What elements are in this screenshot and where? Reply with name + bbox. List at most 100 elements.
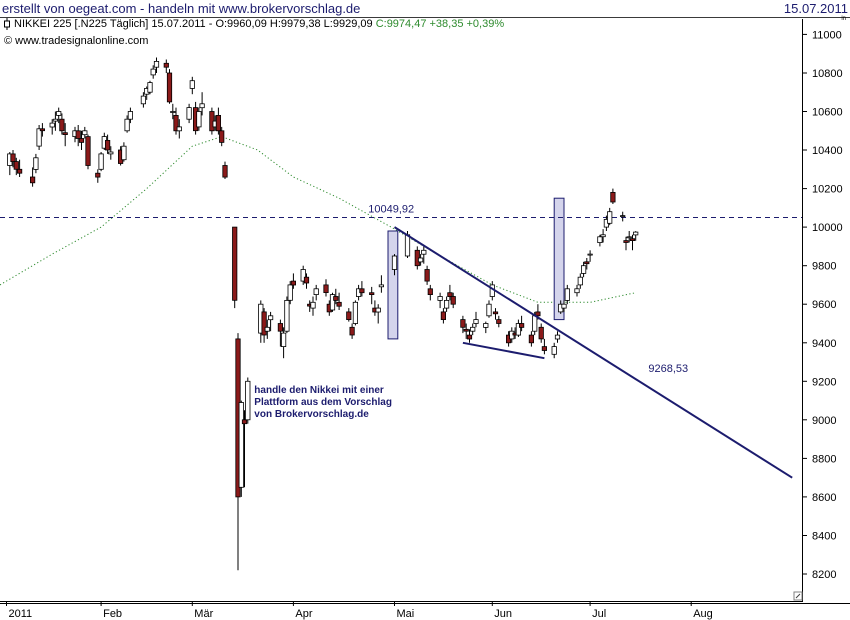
candle-body [463,328,469,332]
candle-body [127,111,133,120]
candle-body [196,111,202,128]
candle-body [466,334,473,340]
candle [421,246,427,264]
candle-body [16,168,23,174]
y-tick-label: 8800 [812,453,836,465]
x-tick-label: Mai [397,608,415,620]
candle-body [124,118,130,132]
candle-body [336,301,342,307]
candle-body [241,419,248,425]
candle [310,296,316,316]
candle [597,234,603,247]
candle [166,69,173,104]
x-tick-label: 2011 [9,608,33,620]
candle-body [329,294,336,311]
candle [378,275,385,293]
candle-body [375,307,381,313]
candle [16,159,23,177]
candle [82,126,88,139]
y-tick-label: 11000 [812,29,842,41]
candle-body [597,236,603,244]
candle [290,273,297,289]
candle-body [245,380,251,421]
candle-body [238,402,244,488]
candle [176,119,182,139]
candle-body [176,126,182,132]
resistance-label: 10049,92 [368,204,414,216]
candle-body [496,319,502,324]
candle-body [49,122,55,128]
candle-body [153,61,160,68]
header-date: 15.07.2011 [784,1,848,16]
candle [29,167,36,187]
candle-body [519,323,525,328]
candle [623,236,629,251]
y-tick-label: 10400 [812,145,843,157]
candle-body [561,303,567,309]
candle-body [483,323,489,328]
moving-average-line [0,136,636,303]
moving-average-layer [0,136,636,303]
candle [333,288,339,305]
candle-body [587,253,593,256]
candle-body [277,323,284,332]
highlight-box-layer [387,197,565,340]
annotation-text: handle den Nikkei mit einer Plattform aus… [254,385,392,420]
candle-body [447,292,453,298]
candle [417,254,424,266]
candle [52,111,59,131]
candle-body [584,261,590,265]
candle-body [528,334,535,344]
candle [264,319,270,339]
annotation-line: Plattform aus dem Vorschlag [254,397,392,408]
candle [577,273,583,289]
candle-body [39,128,46,132]
y-tick-label: 10200 [812,184,843,196]
candle [541,338,548,355]
candle-body [10,153,16,162]
candle [561,300,567,312]
x-tick-label: Apr [295,608,312,620]
candle-body [554,334,561,340]
candle [515,319,522,337]
instrument-date: 15.07.2011 [151,18,205,30]
candle [375,304,381,324]
candle-body [166,72,173,103]
candle [427,284,433,301]
candle-body [535,311,541,317]
y-tick-label: 9000 [812,415,836,427]
candle [121,142,127,162]
candle [56,107,62,124]
candle [607,207,613,226]
copyright: © www.tradesignalonline.com [4,35,148,47]
candle [336,292,342,310]
scroll-handle-icon[interactable] [793,591,803,601]
candle [189,76,195,95]
candle [232,226,238,309]
candle [59,113,65,135]
candle [170,103,176,120]
candle-body [623,240,629,243]
candle-body [98,153,104,170]
candle [173,107,179,135]
annotation-layer: handle den Nikkei mit einer Plattform aus… [254,385,392,420]
candle-body [163,62,169,68]
candle [629,234,636,251]
candle-body [610,191,616,203]
candle-body [486,303,492,317]
candle-body [284,299,290,332]
candle-body [450,296,456,305]
candle [219,126,225,147]
trendline-layer: 9268,53 [393,226,793,479]
candle [466,329,473,343]
candle [277,319,284,347]
candle-body [515,323,522,336]
candle-body [404,234,411,257]
candle [564,284,570,305]
candle-body [620,215,626,218]
candle-body [391,255,398,270]
candle-body [121,145,127,161]
y-tick-label: 10800 [812,68,843,80]
candle [323,279,329,297]
